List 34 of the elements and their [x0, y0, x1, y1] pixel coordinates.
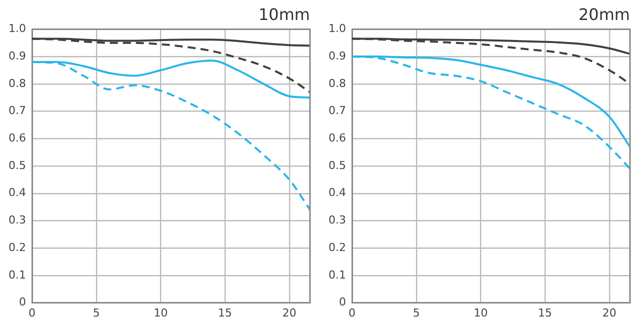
y-tick-label: 0.7	[328, 104, 346, 118]
y-tick-label: 1.0	[8, 22, 26, 36]
chart-title: 10mm	[258, 4, 310, 24]
x-tick-label: 0	[28, 306, 36, 320]
y-tick-label: 0.3	[8, 214, 26, 227]
y-tick-label: 0.5	[328, 158, 346, 172]
y-tick-label: 0.8	[328, 76, 346, 90]
y-tick-label: 0.1	[328, 268, 346, 282]
y-tick-label: 0.8	[8, 76, 26, 90]
y-tick-label: 1.0	[328, 22, 346, 36]
y-tick-label: 0.5	[8, 158, 26, 172]
x-tick-label: 0	[348, 306, 356, 320]
y-tick-label: 0.2	[328, 240, 346, 254]
y-tick-label: 0.4	[8, 186, 26, 200]
y-tick-label: 0.6	[8, 132, 26, 144]
x-tick-label: 15	[538, 306, 552, 320]
y-tick-label: 0.7	[8, 104, 26, 118]
y-tick-label: 0.1	[8, 268, 26, 282]
x-tick-label: 10	[154, 306, 168, 320]
y-tick-label: 0.6	[328, 132, 346, 144]
x-tick-label: 10	[474, 306, 488, 320]
y-tick-label: 0.9	[328, 49, 346, 62]
y-tick-label: 0.4	[328, 186, 346, 200]
x-tick-label: 20	[602, 306, 616, 320]
x-tick-label: 5	[92, 306, 100, 320]
chart-title: 20mm	[578, 4, 630, 24]
x-tick-label: 15	[218, 306, 232, 320]
y-tick-label: 0	[339, 296, 346, 309]
x-tick-label: 5	[412, 306, 420, 320]
y-tick-label: 0.9	[8, 49, 26, 62]
y-tick-label: 0.3	[328, 214, 346, 227]
y-tick-label: 0	[19, 296, 26, 309]
y-tick-label: 0.2	[8, 240, 26, 254]
x-tick-label: 20	[282, 306, 296, 320]
